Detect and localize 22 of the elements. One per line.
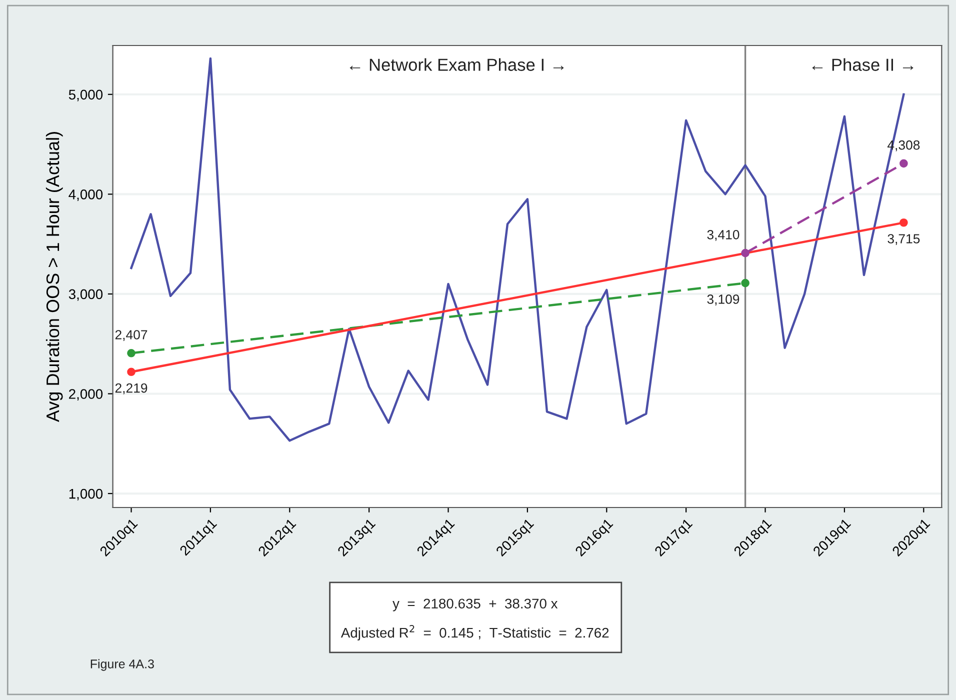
y-axis-title: Avg Duration OOS > 1 Hour (Actual) [46,132,63,422]
annotation: ← Phase II → [812,58,914,71]
annotation: 3,715 [888,234,920,245]
annotation: 3,109 [707,294,740,306]
point [741,248,750,258]
point [741,278,750,288]
y-tick-label: 1,000 [69,488,103,500]
text: y = 2180.635 + 38.370 x [392,598,558,612]
point [900,218,908,227]
caption: Figure 4A.3 [90,659,154,671]
point [900,159,908,168]
text: Adjusted R$^{2}$ = 0.145 ; T-Statistic = 2.762 [340,625,609,640]
annotation: 3,410 [707,230,740,241]
y-tick-label: 5,000 [68,90,103,102]
y-tick-label: 2,000 [69,389,103,401]
y-tick-label: 4,000 [68,190,103,201]
annotation: 2,407 [115,330,148,341]
y-tick-label: 3,000 [68,289,103,301]
annotation: 2,219 [115,383,148,394]
point [127,368,136,376]
annotation: ← Network Exam Phase I → [350,58,564,71]
point [127,348,136,358]
